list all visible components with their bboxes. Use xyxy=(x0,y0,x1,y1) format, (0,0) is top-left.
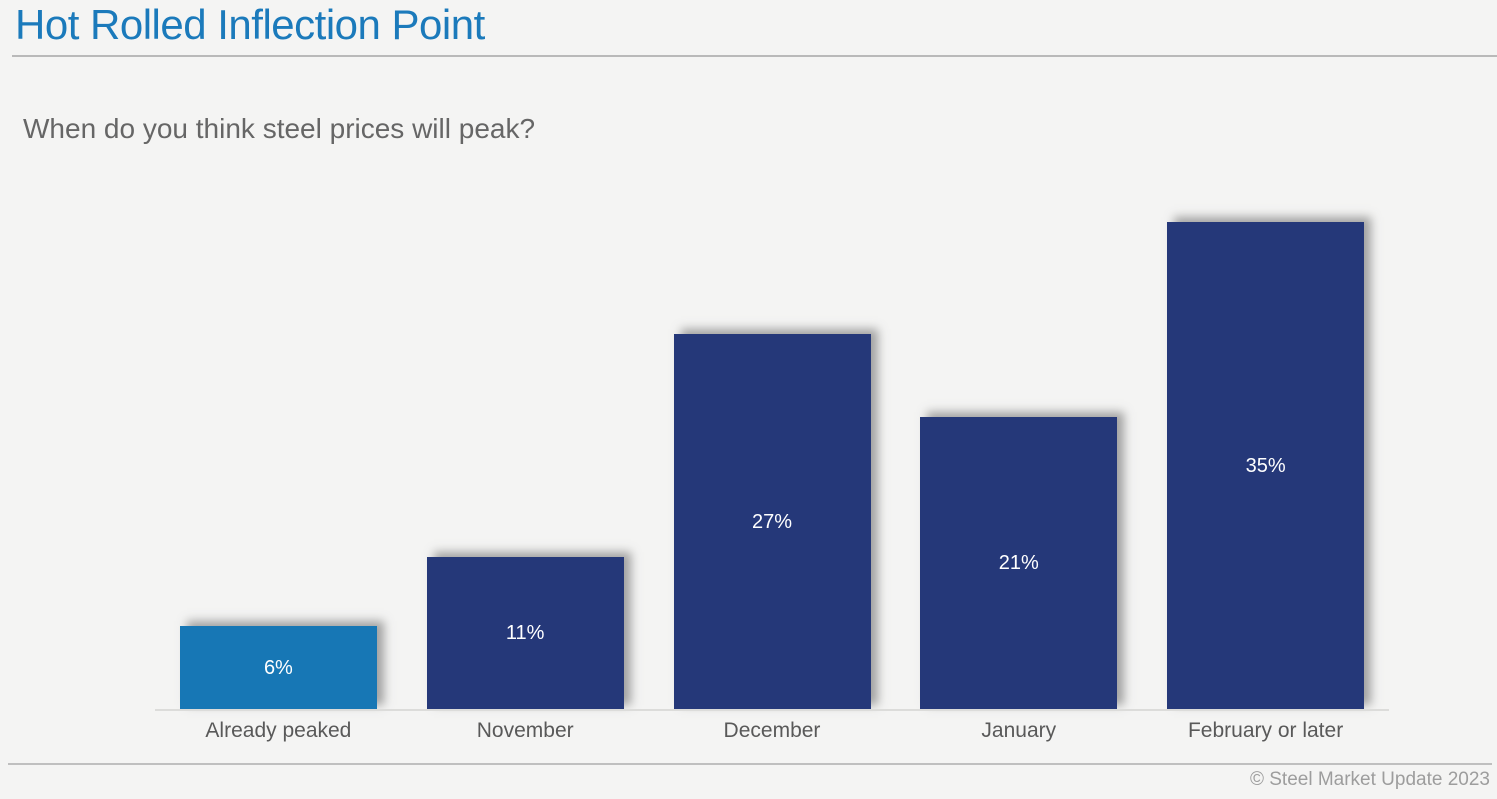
bar-value-label-january: 21% xyxy=(998,552,1039,574)
category-label-february-or-later: February or later xyxy=(1187,719,1344,742)
bar-already-peaked: 6% xyxy=(179,626,377,710)
copyright-text: © Steel Market Update 2023 xyxy=(1249,769,1490,790)
bar-december: 27% xyxy=(673,334,871,710)
bar-value-label-december: 27% xyxy=(751,510,793,533)
bar-november: 11% xyxy=(426,557,624,710)
category-label-november: November xyxy=(476,719,574,742)
bar-january: 21% xyxy=(920,417,1118,710)
bar-value-label-february-or-later: 35% xyxy=(1245,454,1286,477)
category-label-december: December xyxy=(723,719,821,742)
category-label-already-peaked: Already peaked xyxy=(205,719,352,742)
chart-question-subtitle: When do you think steel prices will peak… xyxy=(23,113,536,144)
bar-chart-plot-area: 6% 11% 27% 21% 35% xyxy=(155,160,1389,710)
bar-value-label-november: 11% xyxy=(505,622,545,644)
bar-value-label-already-peaked: 6% xyxy=(263,656,293,679)
footer-divider-line xyxy=(8,763,1492,765)
page-title: Hot Rolled Inflection Point xyxy=(15,1,485,48)
category-label-january: January xyxy=(981,719,1057,742)
x-axis-line xyxy=(155,709,1389,711)
bar-february-or-later: 35% xyxy=(1167,222,1365,710)
title-divider-line xyxy=(12,55,1497,57)
